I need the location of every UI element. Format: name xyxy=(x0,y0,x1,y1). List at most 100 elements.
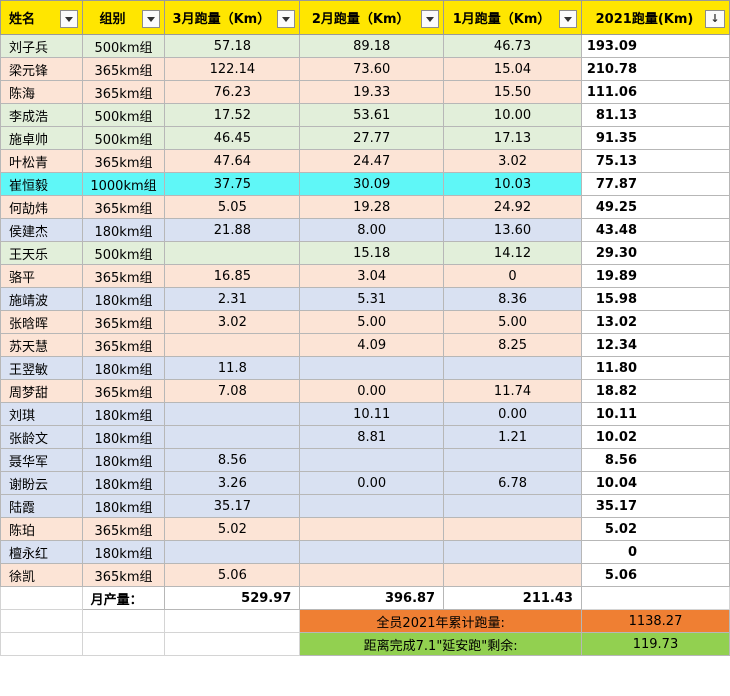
group-cell[interactable]: 180km组 xyxy=(81,471,166,495)
jan-cell[interactable] xyxy=(443,448,582,472)
march-cell[interactable] xyxy=(164,425,301,449)
jan-cell[interactable]: 0 xyxy=(443,264,582,288)
group-cell[interactable]: 180km组 xyxy=(81,356,166,380)
monthly-total-jan[interactable]: 211.43 xyxy=(443,586,582,610)
group-cell[interactable]: 500km组 xyxy=(81,34,166,58)
name-cell[interactable]: 陈海 xyxy=(0,80,83,104)
name-cell[interactable]: 王翌敏 xyxy=(0,356,83,380)
feb-cell[interactable]: 8.81 xyxy=(299,425,445,449)
filter-dropdown-icon[interactable] xyxy=(59,10,78,28)
name-cell[interactable]: 刘琪 xyxy=(0,402,83,426)
feb-cell[interactable]: 4.09 xyxy=(299,333,445,357)
feb-cell[interactable]: 0.00 xyxy=(299,379,445,403)
empty-cell[interactable] xyxy=(0,586,83,610)
jan-cell[interactable]: 13.60 xyxy=(443,218,582,242)
total-cell[interactable]: 10.11 xyxy=(580,402,730,426)
jan-cell[interactable] xyxy=(443,356,582,380)
group-cell[interactable]: 365km组 xyxy=(81,80,166,104)
march-cell[interactable]: 46.45 xyxy=(164,126,301,150)
total-cell[interactable]: 10.04 xyxy=(580,471,730,495)
feb-cell[interactable] xyxy=(299,540,445,564)
name-cell[interactable]: 张晗晖 xyxy=(0,310,83,334)
name-cell[interactable]: 刘子兵 xyxy=(0,34,83,58)
jan-cell[interactable]: 15.04 xyxy=(443,57,582,81)
name-cell[interactable]: 陆霞 xyxy=(0,494,83,518)
empty-cell[interactable] xyxy=(164,632,301,656)
jan-cell[interactable]: 8.25 xyxy=(443,333,582,357)
feb-cell[interactable]: 89.18 xyxy=(299,34,445,58)
group-cell[interactable]: 365km组 xyxy=(81,333,166,357)
march-cell[interactable]: 122.14 xyxy=(164,57,301,81)
name-cell[interactable]: 骆平 xyxy=(0,264,83,288)
total-cell[interactable]: 18.82 xyxy=(580,379,730,403)
group-cell[interactable]: 180km组 xyxy=(81,494,166,518)
march-cell[interactable]: 21.88 xyxy=(164,218,301,242)
header-total[interactable]: 2021跑量(Km) ↓ xyxy=(580,0,730,35)
group-cell[interactable]: 500km组 xyxy=(81,103,166,127)
group-cell[interactable]: 180km组 xyxy=(81,218,166,242)
total-cell[interactable]: 91.35 xyxy=(580,126,730,150)
jan-cell[interactable]: 24.92 xyxy=(443,195,582,219)
name-cell[interactable]: 王天乐 xyxy=(0,241,83,265)
march-cell[interactable]: 5.02 xyxy=(164,517,301,541)
name-cell[interactable]: 檀永红 xyxy=(0,540,83,564)
name-cell[interactable]: 张龄文 xyxy=(0,425,83,449)
total-cell[interactable]: 11.80 xyxy=(580,356,730,380)
jan-cell[interactable] xyxy=(443,540,582,564)
march-cell[interactable]: 47.64 xyxy=(164,149,301,173)
feb-cell[interactable]: 3.04 xyxy=(299,264,445,288)
monthly-total-march[interactable]: 529.97 xyxy=(164,586,301,610)
group-cell[interactable]: 500km组 xyxy=(81,126,166,150)
group-cell[interactable]: 365km组 xyxy=(81,149,166,173)
feb-cell[interactable]: 5.31 xyxy=(299,287,445,311)
jan-cell[interactable]: 15.50 xyxy=(443,80,582,104)
name-cell[interactable]: 苏天慧 xyxy=(0,333,83,357)
total-cell[interactable]: 77.87 xyxy=(580,172,730,196)
group-cell[interactable]: 500km组 xyxy=(81,241,166,265)
feb-cell[interactable]: 27.77 xyxy=(299,126,445,150)
name-cell[interactable]: 何劼炜 xyxy=(0,195,83,219)
name-cell[interactable]: 周梦甜 xyxy=(0,379,83,403)
group-cell[interactable]: 1000km组 xyxy=(81,172,166,196)
total-cell[interactable]: 35.17 xyxy=(580,494,730,518)
name-cell[interactable]: 谢盼云 xyxy=(0,471,83,495)
total-cell[interactable]: 12.34 xyxy=(580,333,730,357)
empty-cell[interactable] xyxy=(81,609,166,633)
march-cell[interactable]: 17.52 xyxy=(164,103,301,127)
march-cell[interactable]: 35.17 xyxy=(164,494,301,518)
jan-cell[interactable]: 17.13 xyxy=(443,126,582,150)
group-cell[interactable]: 365km组 xyxy=(81,379,166,403)
header-name[interactable]: 姓名 xyxy=(0,0,83,35)
empty-cell[interactable] xyxy=(164,609,301,633)
march-cell[interactable]: 8.56 xyxy=(164,448,301,472)
group-cell[interactable]: 365km组 xyxy=(81,264,166,288)
total-cell[interactable]: 75.13 xyxy=(580,149,730,173)
feb-cell[interactable] xyxy=(299,448,445,472)
jan-cell[interactable]: 3.02 xyxy=(443,149,582,173)
jan-cell[interactable] xyxy=(443,517,582,541)
name-cell[interactable]: 侯建杰 xyxy=(0,218,83,242)
feb-cell[interactable]: 19.28 xyxy=(299,195,445,219)
jan-cell[interactable]: 14.12 xyxy=(443,241,582,265)
march-cell[interactable] xyxy=(164,402,301,426)
remaining-value[interactable]: 119.73 xyxy=(580,632,730,656)
monthly-total-label[interactable]: 月产量： xyxy=(81,586,166,610)
name-cell[interactable]: 徐凯 xyxy=(0,563,83,587)
jan-cell[interactable]: 46.73 xyxy=(443,34,582,58)
empty-cell[interactable] xyxy=(580,586,730,610)
filter-dropdown-icon[interactable] xyxy=(142,10,161,28)
march-cell[interactable]: 11.8 xyxy=(164,356,301,380)
jan-cell[interactable]: 8.36 xyxy=(443,287,582,311)
jan-cell[interactable] xyxy=(443,563,582,587)
header-jan[interactable]: 1月跑量（Km） xyxy=(443,0,582,35)
monthly-total-feb[interactable]: 396.87 xyxy=(299,586,445,610)
total-cell[interactable]: 5.02 xyxy=(580,517,730,541)
march-cell[interactable]: 37.75 xyxy=(164,172,301,196)
name-cell[interactable]: 叶松青 xyxy=(0,149,83,173)
group-cell[interactable]: 365km组 xyxy=(81,57,166,81)
march-cell[interactable]: 57.18 xyxy=(164,34,301,58)
header-group[interactable]: 组别 xyxy=(81,0,166,35)
jan-cell[interactable] xyxy=(443,494,582,518)
march-cell[interactable]: 3.26 xyxy=(164,471,301,495)
total-cell[interactable]: 13.02 xyxy=(580,310,730,334)
